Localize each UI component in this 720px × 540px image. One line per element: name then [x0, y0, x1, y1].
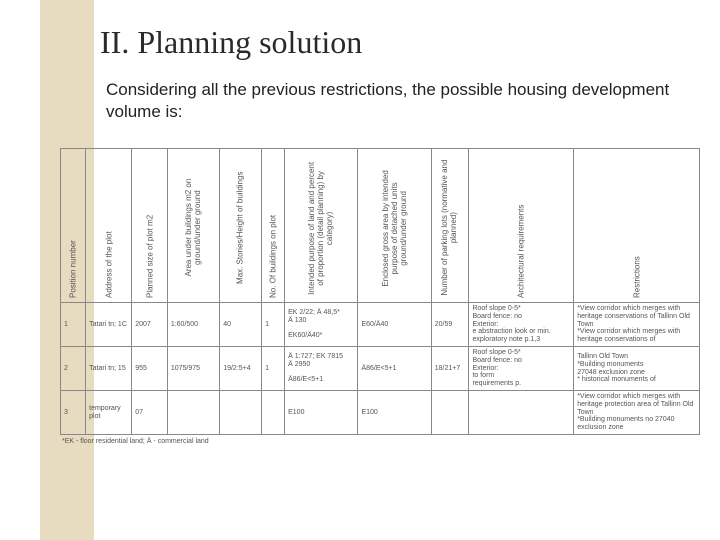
cell-no: 1: [262, 347, 285, 391]
cell-pos: 1: [61, 303, 86, 347]
cell-max: 40: [220, 303, 262, 347]
col-purpose: Intended purpose of land and percent of …: [285, 149, 358, 303]
col-max: Max. Stories/Height of buildings: [220, 149, 262, 303]
cell-addr: Tatari tn; 1C: [86, 303, 132, 347]
table-row: 1Tatari tn; 1C20071:60/500401EK 2/22; Ä …: [61, 303, 700, 347]
cell-area: 1075/975: [167, 347, 219, 391]
cell-rest: *View corridor which merges with heritag…: [574, 303, 700, 347]
cell-addr: temporary plot: [86, 391, 132, 435]
cell-pos: 2: [61, 347, 86, 391]
cell-area: 1:60/500: [167, 303, 219, 347]
cell-gross: Ä86/E<5+1: [358, 347, 431, 391]
cell-arch: Roof slope 0-5* Board fence: no Exterior…: [469, 303, 574, 347]
cell-gross: E100: [358, 391, 431, 435]
cell-no: 1: [262, 303, 285, 347]
table-header-row: Position number Address of the plot Plan…: [61, 149, 700, 303]
table-footnote: *EK - floor residential land; Ä - commer…: [60, 435, 700, 445]
col-size: Planned size of plot m2: [132, 149, 168, 303]
cell-size: 07: [132, 391, 168, 435]
slide-intro: Considering all the previous restriction…: [100, 79, 690, 123]
cell-arch: Roof slope 0-5* Board fence: no Exterior…: [469, 347, 574, 391]
col-parking: Number of parking lots (normative and pl…: [431, 149, 469, 303]
cell-size: 2007: [132, 303, 168, 347]
planning-table: Position number Address of the plot Plan…: [60, 148, 700, 435]
col-gross: Enclosed gross area by intended purpose …: [358, 149, 431, 303]
table-body: 1Tatari tn; 1C20071:60/500401EK 2/22; Ä …: [61, 303, 700, 435]
col-area: Area under buildings m2 on ground/under …: [167, 149, 219, 303]
cell-park: 18/21+7: [431, 347, 469, 391]
cell-arch: [469, 391, 574, 435]
col-address: Address of the plot: [86, 149, 132, 303]
table-row: 2Tatari tn; 159551075/97519/2:5+41Ä 1:72…: [61, 347, 700, 391]
cell-area: [167, 391, 219, 435]
cell-rest: *View corridor which merges with heritag…: [574, 391, 700, 435]
cell-pos: 3: [61, 391, 86, 435]
cell-no: [262, 391, 285, 435]
col-restrictions: Restrictions: [574, 149, 700, 303]
cell-purp: EK 2/22; Ä 48,5* Ä 130 EK60/Ä40*: [285, 303, 358, 347]
cell-purp: E100: [285, 391, 358, 435]
slide-content: II. Planning solution Considering all th…: [100, 24, 690, 135]
table-row: 3temporary plot07 E100E100 *View corridor …: [61, 391, 700, 435]
cell-park: 20/59: [431, 303, 469, 347]
cell-park: [431, 391, 469, 435]
cell-addr: Tatari tn; 15: [86, 347, 132, 391]
cell-max: 19/2:5+4: [220, 347, 262, 391]
cell-size: 955: [132, 347, 168, 391]
planning-table-wrap: Position number Address of the plot Plan…: [60, 148, 700, 445]
col-position: Position number: [61, 149, 86, 303]
cell-max: [220, 391, 262, 435]
slide-title: II. Planning solution: [100, 24, 690, 61]
cell-gross: E60/Ä40: [358, 303, 431, 347]
col-arch: Architectural requirements: [469, 149, 574, 303]
col-no: No. Of buildings on plot: [262, 149, 285, 303]
cell-purp: Ä 1:727; EK 7815 Ä 2950 Ä86/E<5+1: [285, 347, 358, 391]
cell-rest: Tallinn Old Town *Building monuments 270…: [574, 347, 700, 391]
